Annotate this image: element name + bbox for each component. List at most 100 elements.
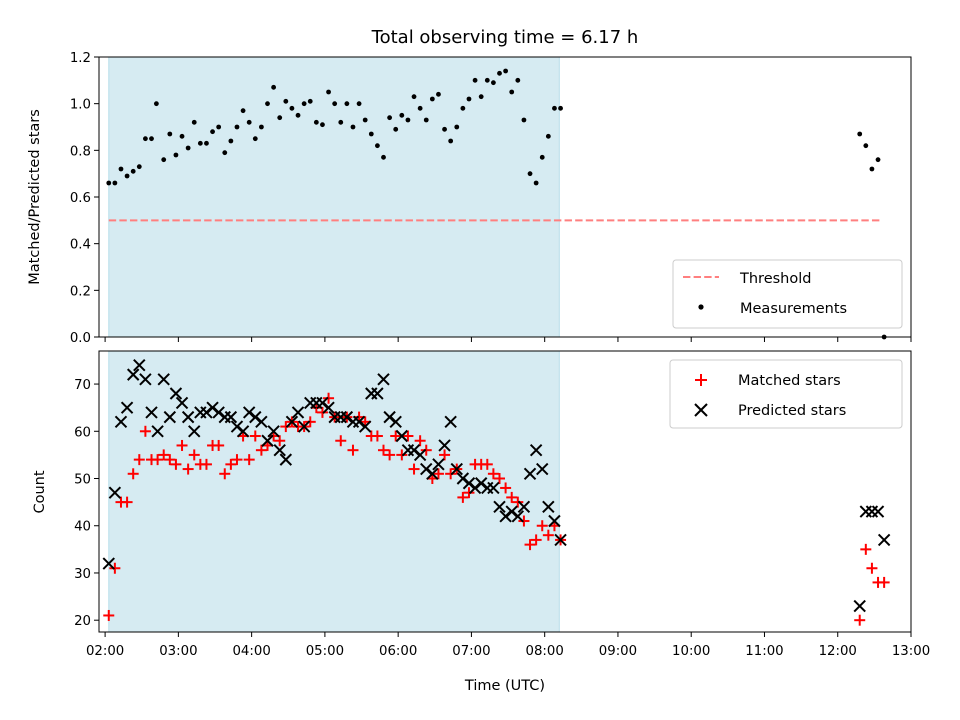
matched-star-point [506, 491, 518, 503]
x-stroke-b [261, 434, 274, 447]
x-stroke-b [432, 458, 445, 471]
measurement-point [130, 168, 136, 174]
x-tick-label: 11:00 [745, 644, 783, 659]
x-tick-label: 05:00 [306, 644, 344, 659]
axes-frame-top [98, 56, 912, 338]
x-stroke-b [291, 406, 305, 419]
matched-star-point [536, 520, 548, 532]
measurement-point [210, 129, 215, 135]
x-stroke-b [371, 387, 384, 400]
matched-star-point [249, 430, 261, 442]
matched-star-point [176, 439, 188, 451]
measurement-point [460, 105, 466, 111]
measurement-point [545, 133, 551, 139]
matched-star-point [225, 458, 237, 470]
y-axis-label-top: Matched/Predicted stars [27, 109, 43, 285]
axes-frame-bottom [98, 350, 912, 633]
matched-star-point [139, 425, 151, 437]
x-stroke-b [493, 500, 506, 514]
legend-predicted-label: Predicted stars [738, 403, 846, 419]
predicted-star-point [261, 434, 274, 447]
measurement-point [185, 145, 191, 151]
matched-star-point [103, 609, 115, 621]
measurement-point [497, 70, 502, 76]
x-tick-label: 07:00 [452, 644, 490, 659]
predicted-star-point [163, 410, 177, 424]
legend-top: Threshold Measurements [672, 259, 903, 329]
matched-star-point [243, 454, 255, 466]
x-tick-label: 08:00 [526, 644, 564, 659]
measurement-point [442, 126, 447, 132]
legend-predicted-swatch [694, 403, 708, 417]
predicted-star-point [377, 373, 390, 386]
measurement-point [503, 68, 509, 74]
predicted-star-point [145, 406, 158, 419]
predicted-star-point [395, 429, 409, 443]
measurement-point [124, 173, 130, 179]
matched-star-point [457, 491, 469, 503]
predicted-star-point [157, 373, 170, 386]
y-tick-label: 60 [74, 425, 91, 440]
measurement-point [228, 138, 234, 144]
x-stroke-b [444, 415, 457, 429]
x-stroke-b [181, 410, 195, 424]
predicted-star-point [511, 510, 525, 523]
observing-window-shade-top [108, 56, 560, 338]
x-stroke-b [542, 500, 555, 514]
predicted-star-point [877, 533, 891, 547]
x-stroke-b [188, 425, 201, 438]
measurement-point [277, 115, 283, 121]
measurement-point [246, 119, 252, 125]
measurement-point [381, 154, 386, 160]
predicted-star-point [438, 439, 451, 452]
x-stroke-b [487, 481, 500, 495]
matched-star-point [188, 449, 200, 461]
measurement-point [259, 124, 264, 130]
measurement-point [204, 140, 209, 146]
measurement-point [179, 133, 185, 139]
matched-star-point [133, 454, 145, 466]
predicted-star-point [493, 500, 506, 514]
measurement-point [234, 124, 240, 130]
measurement-point [307, 98, 313, 104]
x-axis-label: Time (UTC) [464, 678, 545, 694]
x-stroke-b [529, 443, 543, 457]
x-stroke-b [377, 373, 390, 386]
legend-matched-swatch [695, 374, 707, 386]
y-axis-label-bottom: Count [32, 470, 48, 513]
predicted-star-point [853, 599, 866, 613]
predicted-star-point [322, 401, 335, 414]
matched-star-point [164, 454, 176, 466]
measurement-point [857, 131, 863, 137]
matched-star-point [378, 444, 390, 456]
predicted-star-point [181, 410, 195, 424]
measurement-point [153, 101, 159, 107]
matched-star-point [371, 430, 383, 442]
matched-star-point [255, 444, 267, 456]
y-tick-label: 30 [74, 567, 91, 582]
matched-star-point [439, 449, 451, 461]
matched-star-point [402, 430, 414, 442]
measurement-point [240, 108, 246, 114]
measurement-point [387, 115, 393, 121]
measurement-point [118, 166, 124, 172]
measurement-point [356, 101, 362, 107]
predicted-star-point [291, 406, 305, 419]
x-tick-label: 10:00 [672, 644, 710, 659]
x-stroke-b [285, 415, 299, 429]
matched-star-point [158, 449, 170, 461]
measurement-point [521, 117, 527, 123]
measurement-point [491, 80, 496, 86]
matched-star-points [103, 392, 890, 626]
matched-star-point [335, 435, 347, 447]
matched-star-point [542, 529, 554, 541]
predicted-star-point [444, 415, 457, 429]
x-ticks-top [104, 337, 912, 342]
x-stroke-b [120, 401, 134, 414]
measurement-point [423, 117, 429, 123]
y-tick-label: 50 [74, 473, 91, 488]
x-stroke-b [279, 453, 293, 466]
x-stroke-b [322, 401, 335, 414]
measurement-point [399, 112, 405, 118]
measurement-point [143, 136, 148, 142]
